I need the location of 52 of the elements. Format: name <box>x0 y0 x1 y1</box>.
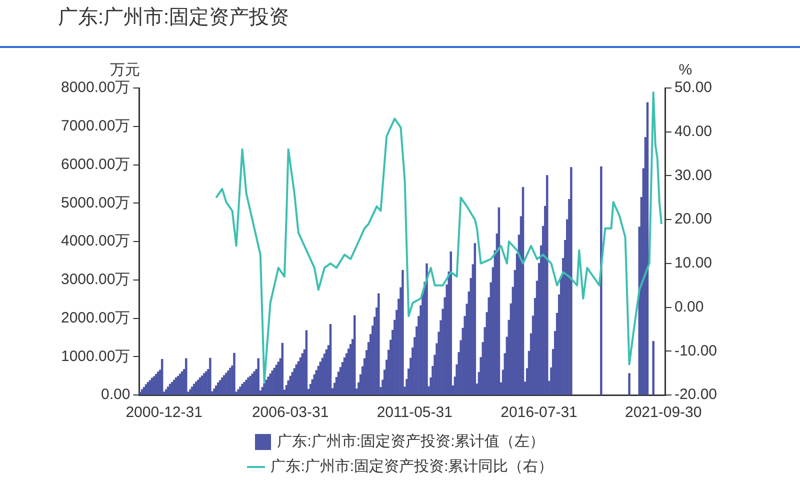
y-axis-title: 万元 <box>110 62 140 79</box>
bar <box>570 167 572 395</box>
y-tick-label: 6000.00万 <box>60 156 130 173</box>
bar <box>185 358 188 395</box>
bar <box>166 386 170 395</box>
bar <box>402 270 404 395</box>
y2-tick-label: 0.00 <box>674 298 704 316</box>
y-tick-label: 5000.00万 <box>60 194 130 212</box>
y2-tick-label: -10.00 <box>674 342 718 360</box>
bar <box>190 386 194 395</box>
bar <box>546 175 548 395</box>
y2-tick-label: 50.00 <box>674 79 712 96</box>
bar <box>269 374 272 395</box>
y-tick-label: 1000.00万 <box>60 348 130 365</box>
bar <box>450 252 452 395</box>
x-tick-label: 2011-05-31 <box>376 404 452 422</box>
bar <box>196 380 200 395</box>
bar <box>172 380 176 395</box>
y2-tick-label: 40.00 <box>674 123 712 140</box>
bar <box>600 166 602 395</box>
bar <box>233 352 236 395</box>
bar <box>263 383 266 395</box>
bar <box>426 263 428 395</box>
x-tick-label: 2006-03-31 <box>252 404 329 422</box>
y2-tick-label: -20.00 <box>674 386 718 404</box>
y-tick-label: 4000.00万 <box>60 232 130 250</box>
y2-axis-title: % <box>678 62 692 79</box>
legend-label: 广东:广州市:固定资产投资:累计值（左） <box>277 432 545 451</box>
bar <box>239 386 242 395</box>
bar <box>209 358 212 395</box>
bar <box>652 340 654 395</box>
y2-tick-label: 20.00 <box>674 210 712 228</box>
y-tick-label: 0.00 <box>101 386 130 404</box>
x-tick-label: 2000-12-31 <box>126 404 202 422</box>
y-tick-label: 7000.00万 <box>60 118 130 135</box>
y2-tick-label: 10.00 <box>674 254 712 272</box>
bar <box>295 364 298 395</box>
chart-title: 广东:广州市:固定资产投资 <box>58 6 290 29</box>
bar <box>142 386 146 395</box>
bar <box>267 376 270 395</box>
bar <box>148 380 152 395</box>
x-tick-label: 2021-09-30 <box>624 404 702 422</box>
y-tick-label: 8000.00万 <box>60 79 130 96</box>
bar <box>378 293 380 395</box>
bar <box>315 370 318 395</box>
x-tick-label: 2016-07-31 <box>500 404 578 422</box>
bar <box>628 373 630 395</box>
legend-label: 广东:广州市:固定资产投资:累计同比（右） <box>270 457 554 476</box>
y-tick-label: 3000.00万 <box>60 271 130 288</box>
y2-tick-label: 30.00 <box>674 166 712 184</box>
y-tick-label: 2000.00万 <box>60 309 130 326</box>
bar <box>257 358 260 395</box>
